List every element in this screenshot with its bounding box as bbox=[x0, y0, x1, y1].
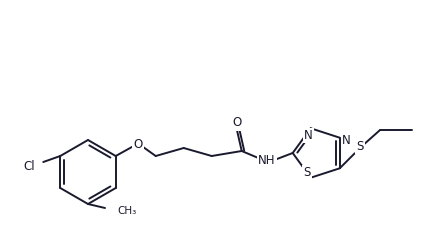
Text: S: S bbox=[302, 166, 309, 179]
Text: N: N bbox=[342, 134, 350, 147]
Text: O: O bbox=[133, 138, 142, 150]
Text: CH₃: CH₃ bbox=[117, 206, 136, 216]
Text: N: N bbox=[304, 129, 312, 142]
Text: Cl: Cl bbox=[23, 160, 35, 173]
Text: S: S bbox=[355, 140, 362, 153]
Text: O: O bbox=[232, 116, 241, 130]
Text: NH: NH bbox=[257, 155, 275, 168]
